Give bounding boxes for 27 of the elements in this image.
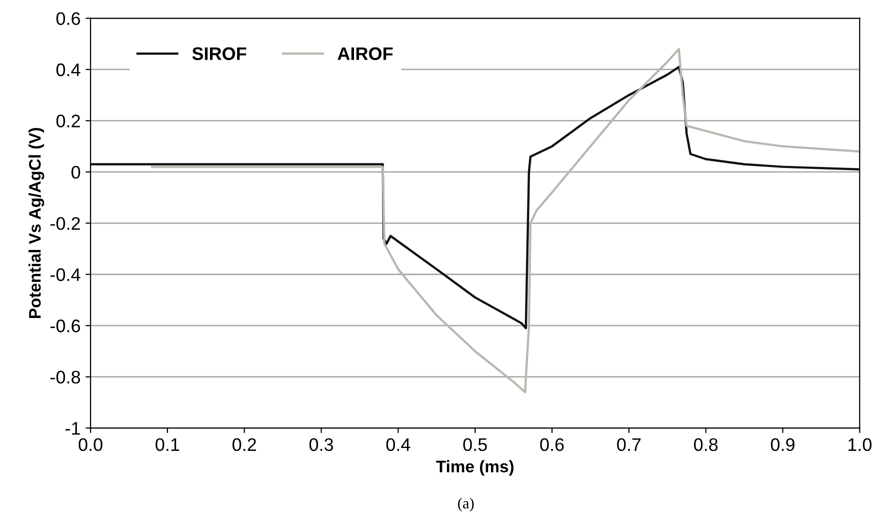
- x-tick-label: 0.8: [694, 438, 718, 452]
- x-tick-label: 0.7: [617, 438, 641, 452]
- x-tick-label: 0.1: [156, 438, 180, 452]
- text: (a): [458, 498, 474, 512]
- x-tick-label: 0.3: [309, 438, 334, 452]
- y-tick-label: -0.4: [50, 268, 80, 282]
- y-tick-label: 0: [71, 166, 80, 179]
- legend-label: AIROF: [338, 47, 393, 60]
- y-tick-label: -0.8: [50, 370, 80, 384]
- y-tick-label: -0.2: [50, 217, 80, 230]
- y-tick-label: 0.4: [56, 63, 80, 76]
- x-axis-title: Time (ms): [436, 460, 514, 476]
- y-tick-label: 0.2: [56, 114, 80, 128]
- line-series: [150, 48, 860, 394]
- x-tick-label: 0.9: [770, 438, 794, 452]
- x-tick-label: 0.2: [232, 438, 256, 452]
- y-tick-label: -1: [66, 422, 80, 435]
- y-axis-title: Potential Vs Ag/AgCl (V): [28, 128, 44, 318]
- x-tick-label: 1.0: [848, 438, 872, 452]
- x-tick-label: 0.6: [540, 438, 564, 452]
- y-tick-label: -0.6: [50, 320, 80, 332]
- legend-label: SIROF: [192, 47, 246, 60]
- x-tick-label: 0.5: [463, 438, 487, 452]
- x-tick-label: 0.4: [386, 438, 410, 452]
- x-tick-label: 0.0: [78, 438, 102, 452]
- line-series: [90, 66, 860, 330]
- y-tick-label: 0.6: [56, 12, 80, 25]
